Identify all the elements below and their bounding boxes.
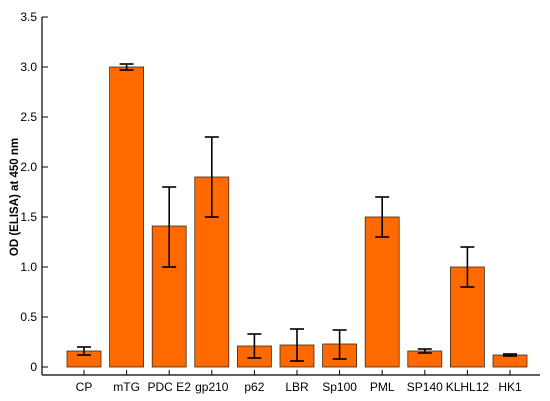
y-tick-label: 1.5 [20, 210, 37, 224]
x-tick-label: HK1 [498, 380, 522, 394]
x-tick-label: SP140 [407, 380, 443, 394]
error-bar-klhl12 [460, 246, 475, 288]
y-tick-label: 3.5 [20, 10, 37, 24]
error-bar-cp [77, 346, 91, 356]
x-tick-label: LBR [285, 380, 309, 394]
y-tick-label: 2.5 [20, 110, 37, 124]
y-tick-label: 2.0 [20, 160, 37, 174]
x-tick-label: PML [370, 380, 395, 394]
bar-pml [364, 216, 400, 368]
x-tick-label: CP [76, 380, 93, 394]
x-tick-label: Sp100 [322, 380, 357, 394]
error-bar-lbr [290, 328, 304, 362]
error-bar-pdc-e2 [162, 186, 177, 268]
y-tick-label: 0.5 [20, 310, 37, 324]
axes-layer [41, 17, 540, 376]
error-bar-sp140 [417, 348, 432, 354]
x-tick-label: p62 [244, 380, 264, 394]
x-tick-label: mTG [113, 380, 140, 394]
bar-mtg [109, 66, 144, 368]
error-bar-mtg [119, 63, 134, 71]
error-bar-hk1 [503, 353, 517, 357]
error-bar-pml [375, 196, 390, 238]
ticks-layer: 0 0.5 1.0 1.5 2.0 2.5 3.0 3.5 CP mTG PDC E2 gp210 p6… [20, 10, 522, 394]
x-tick-label: KLHL12 [446, 380, 490, 394]
x-tick-label: PDC E2 [148, 380, 192, 394]
y-tick-label: 1.0 [20, 260, 37, 274]
y-tick-label: 0 [30, 360, 37, 374]
error-bar-p62 [247, 333, 262, 359]
y-tick-label: 3.0 [20, 60, 37, 74]
error-bar-gp210 [204, 136, 219, 218]
y-axis-title: OD (ELISA) at 450 nm [9, 138, 21, 256]
bars-layer [66, 66, 528, 368]
x-tick-label: gp210 [195, 380, 229, 394]
error-bars-layer [77, 63, 517, 362]
error-bar-sp100 [332, 329, 347, 360]
